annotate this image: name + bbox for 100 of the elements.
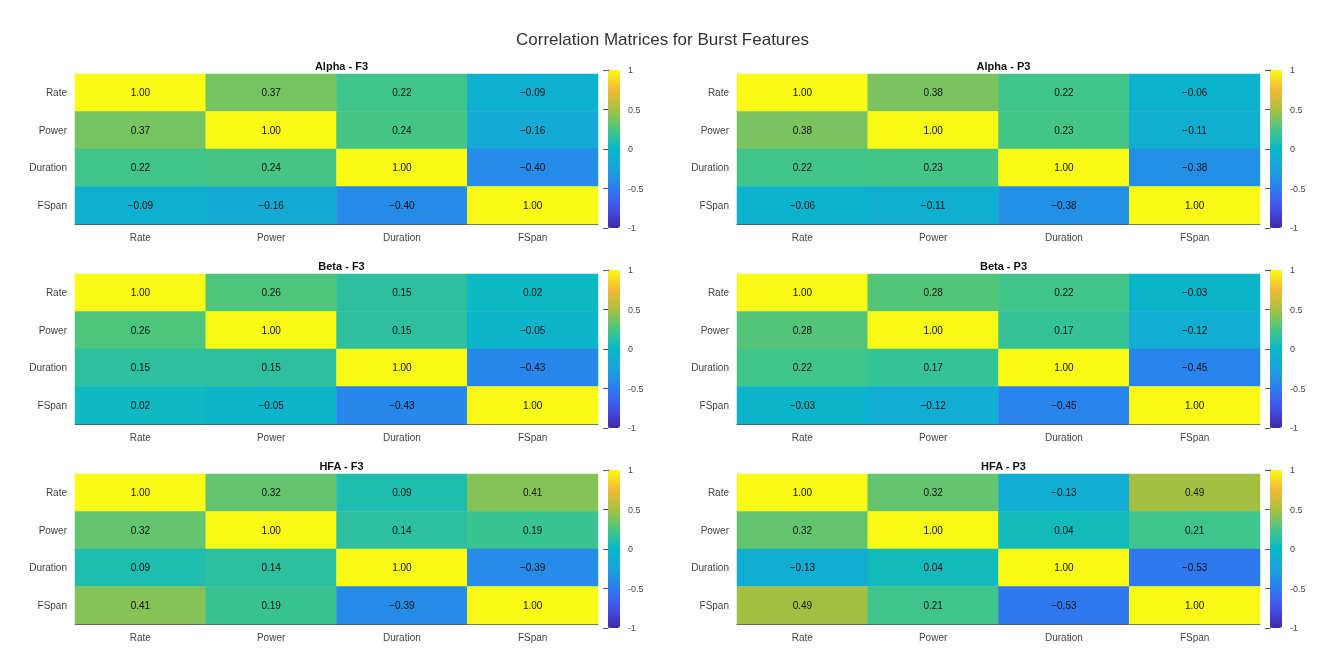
data-label: 1.00 <box>1054 562 1075 574</box>
data-label: 1.00 <box>522 399 543 411</box>
color-bar-label: -1 <box>628 423 637 433</box>
data-label: 0.38 <box>923 87 944 99</box>
chart-title: Alpha - F3 <box>314 59 369 72</box>
data-label: −0.39 <box>389 599 415 611</box>
data-label: −0.12 <box>1181 324 1208 336</box>
data-label: 1.00 <box>923 324 944 336</box>
y-tick-label: Power <box>38 324 68 336</box>
y-tick-label: FSpan <box>699 599 729 611</box>
y-tick-label: Rate <box>45 87 68 99</box>
data-label: 0.38 <box>792 124 813 136</box>
x-tick-label: Power <box>256 231 286 243</box>
data-label: 0.19 <box>522 524 543 536</box>
x-tick-label: Rate <box>129 231 152 243</box>
y-tick-label: Duration <box>691 562 729 574</box>
data-label: 0.22 <box>130 162 151 174</box>
data-label: 0.49 <box>792 599 813 611</box>
data-label: 0.15 <box>261 362 282 374</box>
color-bar-label: 0.5 <box>1290 104 1303 115</box>
color-bar-label: 1 <box>1290 265 1296 275</box>
color-bar-label: -0.5 <box>1290 583 1306 594</box>
color-bar-label: -1 <box>1290 623 1299 633</box>
data-label: 0.19 <box>261 599 282 611</box>
data-label: 1.00 <box>130 87 151 99</box>
color-bar-label: 0.5 <box>628 504 641 515</box>
color-bar-label: -0.5 <box>1290 383 1306 394</box>
data-label: 0.17 <box>1054 324 1075 336</box>
data-label: 0.14 <box>392 524 413 536</box>
data-label: 0.24 <box>392 124 413 136</box>
data-label: 0.22 <box>1054 87 1075 99</box>
data-label: 0.21 <box>1184 524 1205 536</box>
data-label: 0.32 <box>130 524 151 536</box>
x-tick-label: Power <box>918 231 948 243</box>
data-label: −0.03 <box>789 399 816 411</box>
color-bar-label: -1 <box>628 623 637 633</box>
data-label: 0.22 <box>792 162 813 174</box>
data-label: 0.32 <box>261 487 282 499</box>
data-label: 0.41 <box>522 487 543 499</box>
data-label: 1.00 <box>130 487 151 499</box>
y-tick-label: FSpan <box>37 199 67 211</box>
x-tick-label: FSpan <box>517 231 548 243</box>
x-tick-label: FSpan <box>517 431 548 443</box>
color-bar-label: 0 <box>1290 544 1296 554</box>
data-label: 1.00 <box>792 87 813 99</box>
y-tick-label: Duration <box>691 162 729 174</box>
x-tick-label: Rate <box>129 631 152 643</box>
y-tick-label: Power <box>700 324 730 336</box>
color-bar-label: 0.5 <box>1290 504 1303 515</box>
y-tick-label: Power <box>700 524 730 536</box>
color-bar-label: 0 <box>628 144 634 154</box>
chart-title: Alpha - P3 <box>976 59 1031 72</box>
x-tick-label: Duration <box>1044 231 1083 243</box>
data-label: −0.09 <box>519 87 546 99</box>
chart-title: Beta - P3 <box>979 259 1028 272</box>
x-tick-label: Duration <box>1044 631 1083 643</box>
data-label: 1.00 <box>1054 162 1075 174</box>
data-label: 0.22 <box>1054 287 1075 299</box>
data-label: 0.02 <box>130 399 151 411</box>
x-tick-label: Duration <box>382 231 421 243</box>
color-bar-label: -0.5 <box>628 583 644 594</box>
data-label: 1.00 <box>1184 399 1205 411</box>
data-label: 1.00 <box>261 324 282 336</box>
data-label: 0.49 <box>1184 487 1205 499</box>
data-label: 0.17 <box>923 362 944 374</box>
data-label: 0.14 <box>261 562 282 574</box>
color-bar-label: -0.5 <box>628 383 644 394</box>
y-tick-label: Duration <box>691 362 729 374</box>
x-tick-label: FSpan <box>517 631 548 643</box>
data-label: 1.00 <box>923 524 944 536</box>
y-tick-label: Duration <box>29 562 67 574</box>
y-tick-label: Power <box>38 524 68 536</box>
data-label: −0.45 <box>1181 362 1208 374</box>
chart-title: HFA - P3 <box>981 459 1026 472</box>
data-label: 0.04 <box>923 562 944 574</box>
color-bar-label: 1 <box>1290 65 1296 75</box>
y-tick-label: FSpan <box>699 399 729 411</box>
x-tick-label: Rate <box>791 231 814 243</box>
color-bar-label: 0.5 <box>628 104 641 115</box>
data-label: 0.28 <box>923 287 944 299</box>
data-label: 0.41 <box>130 599 151 611</box>
data-label: 1.00 <box>1184 599 1205 611</box>
y-tick-label: Rate <box>707 487 730 499</box>
data-label: 0.04 <box>1054 524 1075 536</box>
data-label: 1.00 <box>392 562 413 574</box>
data-label: 1.00 <box>130 287 151 299</box>
color-bar-label: 1 <box>1290 465 1296 475</box>
data-label: 0.15 <box>392 287 413 299</box>
x-tick-label: Duration <box>382 631 421 643</box>
color-bar-label: 0.5 <box>1290 304 1303 315</box>
data-label: 1.00 <box>261 124 282 136</box>
chart-title: HFA - F3 <box>319 459 364 472</box>
data-label: −0.06 <box>789 199 816 211</box>
color-bar-label: 1 <box>628 265 634 275</box>
x-tick-label: FSpan <box>1179 431 1210 443</box>
x-tick-label: Rate <box>791 631 814 643</box>
y-tick-label: FSpan <box>37 599 67 611</box>
data-label: 0.09 <box>130 562 151 574</box>
x-tick-label: FSpan <box>1179 631 1210 643</box>
data-label: 0.02 <box>522 287 543 299</box>
